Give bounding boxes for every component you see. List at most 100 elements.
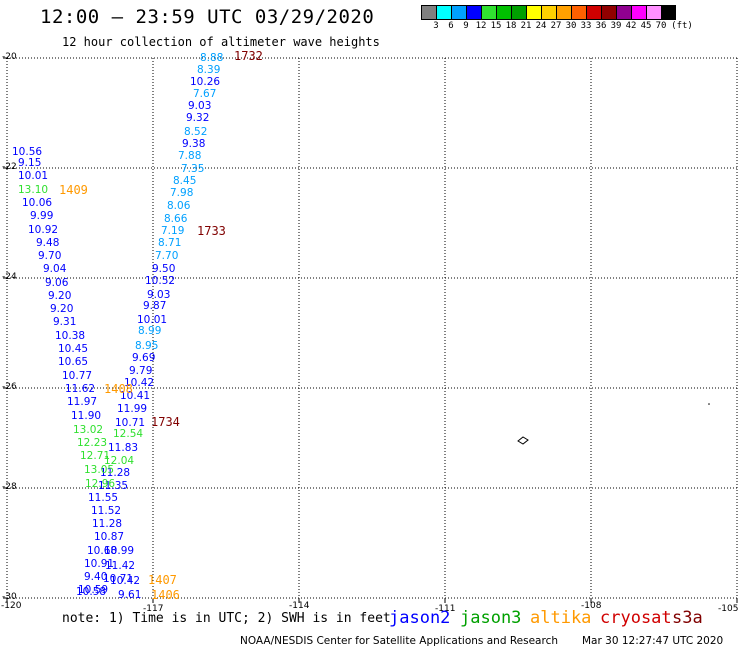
map-subtitle: 12 hour collection of altimeter wave hei… [62, 35, 380, 49]
scale-label: 3 [433, 21, 439, 31]
note-text: note: 1) Time is in UTC; 2) SWH is in fe… [62, 611, 391, 626]
scale-label: 15 [490, 21, 502, 31]
wave-height-value: 10.45 [58, 343, 89, 355]
latitude-label: -28 [2, 482, 17, 492]
wave-height-value: 10.42 [124, 377, 155, 389]
longitude-label: -108 [581, 601, 602, 611]
wave-height-value: 9.20 [48, 290, 72, 302]
scale-label: 9 [463, 21, 469, 31]
wave-height-value: 9.40 [84, 571, 108, 583]
wave-height-value: 10.65 [58, 356, 89, 368]
wave-height-value: 10.59 [78, 584, 109, 596]
scale-swatch [511, 5, 526, 20]
wave-height-value: 11.52 [91, 505, 122, 517]
wave-height-value: 10.71 [115, 417, 146, 429]
wave-height-value: 10.06 [22, 197, 53, 209]
map-title: 12:00 — 23:59 UTC 03/29/2020 [40, 6, 375, 28]
wave-height-value: 10.41 [120, 390, 151, 402]
wave-height-value: 9.87 [143, 300, 167, 312]
scale-swatch [631, 5, 646, 20]
island-dot [708, 403, 710, 405]
longitude-label: -105 [718, 604, 739, 614]
scale-swatch [466, 5, 481, 20]
wave-height-value: 12.71 [80, 450, 111, 462]
wave-height-value: 12.54 [113, 428, 144, 440]
scale-label: 33 [580, 21, 592, 31]
scale-label: 21 [520, 21, 532, 31]
footer-timestamp: Mar 30 12:27:47 UTC 2020 [582, 635, 724, 647]
wave-height-value: 8.88 [200, 52, 224, 64]
wave-height-value: 9.15 [18, 157, 42, 169]
latitude-label: -26 [2, 382, 17, 392]
wave-height-value: 11.83 [108, 442, 139, 454]
satellite-jason3: jason3 [460, 608, 522, 628]
wave-height-value: 9.69 [132, 352, 156, 364]
scale-swatch [646, 5, 661, 20]
latitude-label: -20 [2, 52, 17, 62]
wave-height-value: 10.77 [62, 370, 93, 382]
pass-time-label: 1733 [197, 224, 226, 238]
pass-time-label: 1732 [234, 49, 263, 63]
wave-height-value: 10.87 [94, 531, 125, 543]
wave-height-value: 13.02 [73, 424, 104, 436]
wave-height-value: 12.96 [85, 478, 116, 490]
wave-height-value: 10.99 [104, 545, 135, 557]
wave-height-value: 9.50 [152, 263, 176, 275]
wave-height-value: 10.01 [18, 170, 49, 182]
scale-swatch [526, 5, 541, 20]
wave-height-value: 8.66 [164, 213, 188, 225]
scale-label: 42 [625, 21, 637, 31]
scale-label: 36 [595, 21, 607, 31]
wave-height-value: 8.45 [173, 175, 197, 187]
wave-height-value: 9.79 [129, 365, 153, 377]
scale-label: 12 [475, 21, 487, 31]
scale-swatch [451, 5, 466, 20]
wave-height-value: 10.68 [87, 545, 118, 557]
pass-time-label: 1406 [151, 588, 180, 602]
wave-height-value: 10.71 [103, 573, 134, 585]
wave-height-value: 11.97 [67, 396, 98, 408]
satellite-altika: altika [530, 608, 592, 628]
wave-height-value: 9.03 [147, 289, 171, 301]
wave-height-value: 11.28 [100, 467, 131, 479]
scale-swatch [481, 5, 496, 20]
wave-height-value: 9.06 [45, 277, 69, 289]
latitude-label: -30 [2, 592, 17, 602]
latitude-label: -24 [2, 272, 17, 282]
scale-unit-label: (ft) [671, 21, 693, 31]
scale-label: 27 [550, 21, 562, 31]
color-scale [421, 5, 676, 20]
wave-height-value: 8.06 [167, 200, 191, 212]
wave-height-value: 12.04 [104, 455, 135, 467]
wave-height-value: 10.91 [84, 558, 115, 570]
scale-swatch [616, 5, 631, 20]
scale-swatch [661, 5, 676, 20]
wave-height-value: 10.92 [28, 224, 59, 236]
wave-height-value: 9.70 [38, 250, 62, 262]
wave-height-value: 9.99 [30, 210, 54, 222]
wave-height-value: 9.32 [186, 112, 210, 124]
wave-height-value: 8.39 [197, 64, 221, 76]
wave-height-value: 10.56 [12, 146, 43, 158]
wave-height-value: 9.04 [43, 263, 67, 275]
longitude-label: -111 [435, 604, 456, 614]
wave-height-value: 9.48 [36, 237, 60, 249]
wave-height-value: 9.61 [118, 589, 142, 601]
scale-swatch [586, 5, 601, 20]
wave-height-value: 8.99 [138, 325, 162, 337]
footer-credit: NOAA/NESDIS Center for Satellite Applica… [240, 635, 558, 647]
scale-label: 24 [535, 21, 547, 31]
wave-height-value: 11.42 [105, 560, 136, 572]
wave-height-value: 13.10 [18, 184, 49, 196]
wave-height-value: 11.99 [117, 403, 148, 415]
wave-height-value: 10.26 [190, 76, 221, 88]
wave-height-value: 10.38 [55, 330, 86, 342]
scale-label: 39 [610, 21, 622, 31]
wave-height-value: 8.95 [135, 340, 159, 352]
island-shape [517, 436, 529, 445]
scale-swatch [541, 5, 556, 20]
wave-height-value: 7.88 [178, 150, 202, 162]
wave-height-value: 12.23 [77, 437, 108, 449]
